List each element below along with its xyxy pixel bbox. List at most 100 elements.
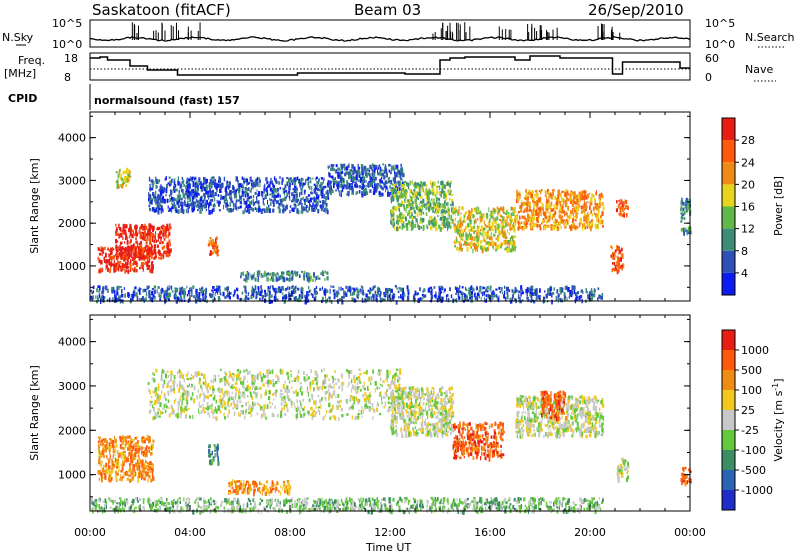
- echo-cell: [431, 219, 433, 225]
- echo-cell: [329, 186, 331, 191]
- echo-cell: [563, 223, 565, 226]
- echo-cell: [602, 202, 605, 207]
- echo-cell: [380, 185, 383, 189]
- echo-cell: [323, 208, 326, 213]
- echo-cell: [552, 192, 554, 197]
- echo-cell: [182, 210, 185, 215]
- echo-cell: [416, 184, 419, 189]
- echo-cell: [546, 189, 549, 193]
- echo-cell: [514, 216, 517, 220]
- echo-cell: [251, 183, 254, 188]
- echo-cell: [171, 196, 173, 201]
- echo-cell: [538, 224, 541, 228]
- echo-cell: [261, 298, 264, 302]
- echo-cell: [129, 466, 131, 471]
- echo-cell: [214, 197, 216, 202]
- echo-cell: [266, 190, 268, 193]
- echo-cell: [626, 213, 628, 218]
- echo-cell: [114, 295, 117, 298]
- echo-cell: [496, 216, 499, 221]
- echo-cell: [623, 202, 625, 205]
- echo-cell: [457, 287, 459, 290]
- echo-cell: [444, 200, 446, 203]
- echo-cell: [163, 254, 165, 257]
- echo-cell: [392, 295, 395, 300]
- echo-cell: [370, 177, 372, 180]
- echo-cell: [341, 184, 344, 187]
- echo-cell: [380, 180, 384, 184]
- echo-cell: [446, 217, 449, 222]
- echo-cell: [130, 451, 133, 456]
- echo-cell: [452, 207, 455, 212]
- echo-cell: [268, 208, 271, 214]
- echo-cell: [191, 292, 193, 297]
- echo-cell: [153, 296, 156, 300]
- echo-cell: [160, 205, 163, 211]
- echo-cell: [481, 248, 484, 254]
- echo-cell: [545, 204, 548, 208]
- echo-cell: [439, 291, 443, 294]
- echo-cell: [442, 215, 445, 219]
- echo-cell: [462, 232, 465, 237]
- echo-cell: [288, 195, 291, 199]
- echo-cell: [533, 203, 536, 209]
- echo-cell: [588, 291, 591, 296]
- echo-cell: [375, 176, 377, 181]
- echo-cell: [190, 202, 193, 207]
- echo-cell: [149, 194, 152, 199]
- sky-right-tick-top: 10^5: [705, 17, 735, 30]
- echo-cell: [548, 216, 550, 221]
- echo-cell: [181, 180, 183, 185]
- echo-cell: [293, 177, 296, 183]
- echo-cell: [249, 204, 252, 208]
- echo-cell: [387, 189, 389, 194]
- echo-cell: [152, 239, 154, 243]
- echo-cell: [556, 219, 558, 224]
- echo-cell: [277, 272, 279, 277]
- echo-cell: [252, 201, 254, 207]
- echo-cell: [596, 203, 599, 207]
- colorbar-tick-label: 24: [741, 156, 755, 169]
- echo-cell: [212, 291, 214, 294]
- echo-cell: [540, 190, 542, 195]
- echo-cell: [407, 182, 409, 187]
- echo-cell: [438, 201, 440, 205]
- echo-cell: [468, 228, 471, 233]
- echo-cell: [165, 176, 167, 181]
- echo-cell: [178, 291, 182, 296]
- echo-cell: [270, 285, 272, 288]
- echo-cell: [237, 184, 239, 189]
- echo-region: [240, 270, 329, 283]
- echo-cell: [617, 257, 620, 262]
- echo-cell: [527, 298, 530, 302]
- echo-cell: [406, 212, 409, 215]
- echo-cell: [115, 239, 117, 244]
- echo-cell: [434, 191, 436, 197]
- echo-cell: [117, 267, 119, 270]
- echo-cell: [265, 193, 267, 199]
- echo-cell: [129, 170, 131, 174]
- echo-cell: [351, 187, 354, 193]
- echo-cell: [203, 180, 205, 185]
- echo-cell: [395, 195, 398, 200]
- echo-cell: [331, 299, 333, 304]
- echo-cell: [349, 289, 351, 293]
- echo-cell: [497, 236, 500, 239]
- echo-cell: [270, 177, 272, 182]
- echo-cell: [229, 195, 231, 200]
- echo-cell: [470, 297, 473, 302]
- echo-cell: [453, 226, 456, 231]
- echo-cell: [582, 195, 585, 200]
- echo-cell: [307, 200, 309, 203]
- echo-cell: [123, 472, 126, 475]
- echo-cell: [393, 211, 395, 217]
- echo-cell: [112, 248, 115, 251]
- echo-cell: [614, 249, 617, 253]
- echo-cell: [257, 288, 260, 294]
- echo-cell: [129, 454, 132, 460]
- echo-cell: [150, 269, 154, 274]
- echo-cell: [461, 225, 463, 231]
- echo-cell: [108, 449, 111, 452]
- echo-cell: [311, 197, 314, 200]
- echo-cell: [351, 164, 354, 169]
